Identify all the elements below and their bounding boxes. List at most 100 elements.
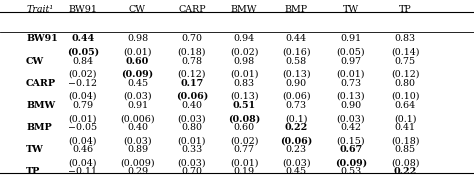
Text: (0.06): (0.06) (280, 136, 312, 145)
Text: 0.60: 0.60 (234, 123, 255, 132)
Text: 0.33: 0.33 (182, 145, 202, 154)
Text: 0.58: 0.58 (286, 57, 307, 65)
Text: 0.83: 0.83 (395, 35, 416, 43)
Text: 0.91: 0.91 (127, 101, 148, 110)
Text: CARP: CARP (178, 5, 206, 14)
Text: (0.009): (0.009) (120, 158, 155, 167)
Text: (0.01): (0.01) (123, 48, 152, 57)
Text: 0.73: 0.73 (340, 79, 361, 88)
Text: 0.77: 0.77 (234, 145, 255, 154)
Text: (0.03): (0.03) (282, 158, 310, 167)
Text: 0.97: 0.97 (340, 57, 361, 65)
Text: 0.42: 0.42 (340, 123, 361, 132)
Text: TP: TP (26, 167, 40, 176)
Text: (0.01): (0.01) (337, 70, 365, 79)
Text: (0.04): (0.04) (69, 92, 97, 101)
Text: 0.98: 0.98 (127, 35, 148, 43)
Text: CW: CW (26, 57, 44, 65)
Text: 0.44: 0.44 (71, 35, 95, 43)
Text: (0.15): (0.15) (337, 136, 365, 145)
Text: 0.90: 0.90 (286, 79, 307, 88)
Text: (0.12): (0.12) (178, 70, 206, 79)
Text: (0.13): (0.13) (282, 70, 310, 79)
Text: BMP: BMP (26, 123, 52, 132)
Text: (0.03): (0.03) (178, 158, 206, 167)
Text: TP: TP (399, 5, 411, 14)
Text: 0.17: 0.17 (180, 79, 204, 88)
Text: (0.12): (0.12) (391, 70, 419, 79)
Text: 0.98: 0.98 (234, 57, 255, 65)
Text: 0.85: 0.85 (395, 145, 416, 154)
Text: (0.18): (0.18) (178, 48, 206, 57)
Text: (0.16): (0.16) (282, 48, 310, 57)
Text: 0.46: 0.46 (73, 145, 93, 154)
Text: 0.78: 0.78 (182, 57, 202, 65)
Text: (0.02): (0.02) (230, 48, 258, 57)
Text: BMW: BMW (231, 5, 257, 14)
Text: 0.41: 0.41 (395, 123, 416, 132)
Text: (0.06): (0.06) (282, 92, 310, 101)
Text: (0.006): (0.006) (120, 114, 155, 123)
Text: (0.03): (0.03) (123, 92, 152, 101)
Text: (0.03): (0.03) (178, 114, 206, 123)
Text: BW91: BW91 (69, 5, 97, 14)
Text: −0.12: −0.12 (68, 79, 98, 88)
Text: 0.80: 0.80 (395, 79, 416, 88)
Text: 0.75: 0.75 (395, 57, 416, 65)
Text: (0.08): (0.08) (228, 114, 260, 123)
Text: 0.22: 0.22 (284, 123, 308, 132)
Text: (0.03): (0.03) (123, 136, 152, 145)
Text: 0.40: 0.40 (182, 101, 202, 110)
Text: 0.94: 0.94 (234, 35, 255, 43)
Text: 0.64: 0.64 (395, 101, 416, 110)
Text: 0.51: 0.51 (233, 101, 255, 110)
Text: 0.90: 0.90 (340, 101, 361, 110)
Text: BMP: BMP (285, 5, 308, 14)
Text: 0.89: 0.89 (127, 145, 148, 154)
Text: (0.05): (0.05) (337, 48, 365, 57)
Text: (0.01): (0.01) (69, 114, 97, 123)
Text: 0.22: 0.22 (393, 167, 417, 176)
Text: 0.23: 0.23 (286, 145, 307, 154)
Text: (0.04): (0.04) (69, 136, 97, 145)
Text: (0.10): (0.10) (391, 92, 419, 101)
Text: 0.73: 0.73 (286, 101, 307, 110)
Text: (0.06): (0.06) (176, 92, 208, 101)
Text: 0.40: 0.40 (127, 123, 148, 132)
Text: −0.11: −0.11 (68, 167, 98, 176)
Text: (0.09): (0.09) (335, 158, 367, 167)
Text: (0.01): (0.01) (178, 136, 206, 145)
Text: BW91: BW91 (26, 35, 58, 43)
Text: (0.14): (0.14) (391, 48, 419, 57)
Text: (0.13): (0.13) (230, 92, 258, 101)
Text: 0.29: 0.29 (127, 167, 148, 176)
Text: (0.01): (0.01) (230, 158, 258, 167)
Text: (0.04): (0.04) (69, 158, 97, 167)
Text: (0.01): (0.01) (230, 70, 258, 79)
Text: (0.08): (0.08) (391, 158, 419, 167)
Text: 0.70: 0.70 (182, 35, 202, 43)
Text: CW: CW (129, 5, 146, 14)
Text: 0.60: 0.60 (126, 57, 149, 65)
Text: 0.67: 0.67 (339, 145, 363, 154)
Text: (0.13): (0.13) (337, 92, 365, 101)
Text: BMW: BMW (26, 101, 55, 110)
Text: (0.18): (0.18) (391, 136, 419, 145)
Text: CARP: CARP (26, 79, 56, 88)
Text: (0.09): (0.09) (121, 70, 154, 79)
Text: 0.45: 0.45 (127, 79, 148, 88)
Text: (0.03): (0.03) (337, 114, 365, 123)
Text: 0.84: 0.84 (73, 57, 93, 65)
Text: −0.05: −0.05 (68, 123, 98, 132)
Text: TW: TW (26, 145, 44, 154)
Text: 0.44: 0.44 (286, 35, 307, 43)
Text: 0.79: 0.79 (73, 101, 93, 110)
Text: 0.83: 0.83 (234, 79, 255, 88)
Text: TW: TW (343, 5, 359, 14)
Text: (0.02): (0.02) (230, 136, 258, 145)
Text: (0.05): (0.05) (67, 48, 99, 57)
Text: (0.1): (0.1) (394, 114, 417, 123)
Text: Trait¹: Trait¹ (26, 5, 53, 14)
Text: 0.45: 0.45 (286, 167, 307, 176)
Text: 0.70: 0.70 (182, 167, 202, 176)
